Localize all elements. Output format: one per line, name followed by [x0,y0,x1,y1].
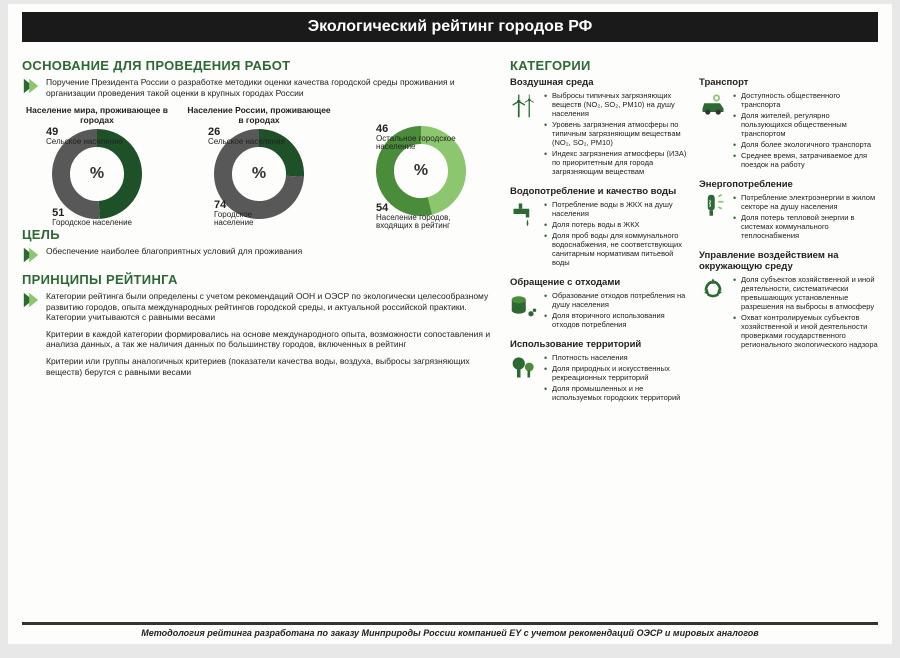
category-block: Управление воздействием на окружающую ср… [699,250,878,351]
category-item: Доля жителей, регулярно пользующихся общ… [733,111,878,138]
category-block: Воздушная среда Выбросы типичных загрязн… [510,77,689,178]
tree-icon [510,353,538,381]
principle-item: Критерии в каждой категории формировалис… [46,329,496,350]
water-tap-icon [510,200,538,228]
categories-heading: КАТЕГОРИИ [510,58,878,73]
segment-label: 49Сельское население [46,127,123,146]
category-block: Использование территорий Плотность насел… [510,339,689,404]
category-item: Образование отходов потребления на душу … [544,291,689,309]
waste-icon [510,291,538,319]
category-list: Доля субъектов хозяйственной и иной деят… [733,275,878,351]
basis-heading: ОСНОВАНИЕ ДЛЯ ПРОВЕДЕНИЯ РАБОТ [22,58,496,73]
category-block: Водопотребление и качество воды Потребле… [510,186,689,269]
donut-charts: Население мира, проживающее в городах % … [22,106,496,219]
category-item: Потребление воды в ЖКХ на душу населения [544,200,689,218]
columns: ОСНОВАНИЕ ДЛЯ ПРОВЕДЕНИЯ РАБОТ Поручение… [22,52,878,412]
category-list: Потребление электроэнергии в жилом секто… [733,193,878,242]
categories-grid: Воздушная среда Выбросы типичных загрязн… [510,77,878,412]
principle-item: Категории рейтинга были определены с уче… [46,291,496,323]
category-title: Воздушная среда [510,77,689,88]
category-block: Энергопотребление Потребление электроэне… [699,179,878,242]
category-title: Обращение с отходами [510,277,689,288]
principles-row: Категории рейтинга были определены с уче… [22,291,496,383]
category-item: Доля потерь тепловой энергии в системах … [733,213,878,240]
bulb-icon [699,193,727,221]
category-block: Транспорт Доступность общественного тран… [699,77,878,171]
left-column: ОСНОВАНИЕ ДЛЯ ПРОВЕДЕНИЯ РАБОТ Поручение… [22,52,496,412]
category-list: Доступность общественного транспорта Доля… [733,91,878,171]
category-col-1: Воздушная среда Выбросы типичных загрязн… [510,77,689,412]
category-item: Доступность общественного транспорта [733,91,878,109]
page-title: Экологический рейтинг городов РФ [22,12,878,42]
category-list: Образование отходов потребления на душу … [544,291,689,331]
wind-turbine-icon [510,91,538,119]
category-title: Транспорт [699,77,878,88]
category-item: Плотность населения [544,353,689,362]
category-block: Обращение с отходами Образование отходов… [510,277,689,331]
category-item: Потребление электроэнергии в жилом секто… [733,193,878,211]
principles-list: Категории рейтинга были определены с уче… [46,291,496,383]
goal-row: Обеспечение наиболее благоприятных услов… [22,246,496,264]
category-title: Использование территорий [510,339,689,350]
donut-title: Население мира, проживающее в городах [22,106,172,125]
category-item: Индекс загрязнения атмосферы (ИЗА) по пр… [544,149,689,176]
category-list: Выбросы типичных загрязняющих веществ (N… [544,91,689,178]
category-item: Доля промышленных и не используемых горо… [544,384,689,402]
category-item: Доля потерь воды в ЖКХ [544,220,689,229]
category-list: Плотность населения Доля природных и иску… [544,353,689,404]
segment-label: 26Сельское население [208,127,285,146]
car-icon [699,91,727,119]
segment-label: 46Остальное городское население [376,124,496,151]
segment-label: 74Городское население [214,200,284,227]
donut-title: Население России, проживающее в городах [184,106,334,125]
segment-label: 54Население городов, входящих в рейтинг [376,203,476,230]
category-list: Потребление воды в ЖКХ на душу населения… [544,200,689,269]
segment-label: 51Городское население [52,208,132,227]
donut-chart: Население России, проживающее в городах … [184,106,334,219]
category-item: Среднее время, затрачиваемое для поездок… [733,151,878,169]
category-item: Доля проб воды для коммунального водосна… [544,231,689,267]
donut-center: % [414,162,428,180]
arrow-icon [22,246,40,264]
category-title: Управление воздействием на окружающую ср… [699,250,878,272]
category-item: Доля природных и искусственных рекреацио… [544,364,689,382]
arrow-icon [22,291,40,309]
category-item: Охват контролируемых субъектов хозяйстве… [733,313,878,349]
category-item: Доля вторичного использования отходов по… [544,311,689,329]
principles-heading: ПРИНЦИПЫ РЕЙТИНГА [22,272,496,287]
basis-text: Поручение Президента России о разработке… [46,77,496,98]
category-title: Энергопотребление [699,179,878,190]
footer-text: Методология рейтинга разработана по зака… [22,622,878,638]
category-item: Выбросы типичных загрязняющих веществ (N… [544,91,689,118]
category-col-2: Транспорт Доступность общественного тран… [699,77,878,412]
donut-chart: % 46Остальное городское население 54Насе… [346,106,496,219]
goal-text: Обеспечение наиболее благоприятных услов… [46,246,496,257]
category-item: Доля субъектов хозяйственной и иной деят… [733,275,878,311]
donut-center: % [252,165,266,183]
basis-row: Поручение Президента России о разработке… [22,77,496,98]
donut-chart: Население мира, проживающее в городах % … [22,106,172,219]
right-column: КАТЕГОРИИ Воздушная среда Выбросы типичн… [510,52,878,412]
category-title: Водопотребление и качество воды [510,186,689,197]
arrow-icon [22,77,40,95]
principle-item: Критерии или группы аналогичных критерие… [46,356,496,377]
donut-center: % [90,165,104,183]
category-item: Уровень загрязнения атмосферы по типичны… [544,120,689,147]
page: Экологический рейтинг городов РФ ОСНОВАН… [8,4,892,644]
recycle-icon [699,275,727,303]
category-item: Доля более экологичного транспорта [733,140,878,149]
